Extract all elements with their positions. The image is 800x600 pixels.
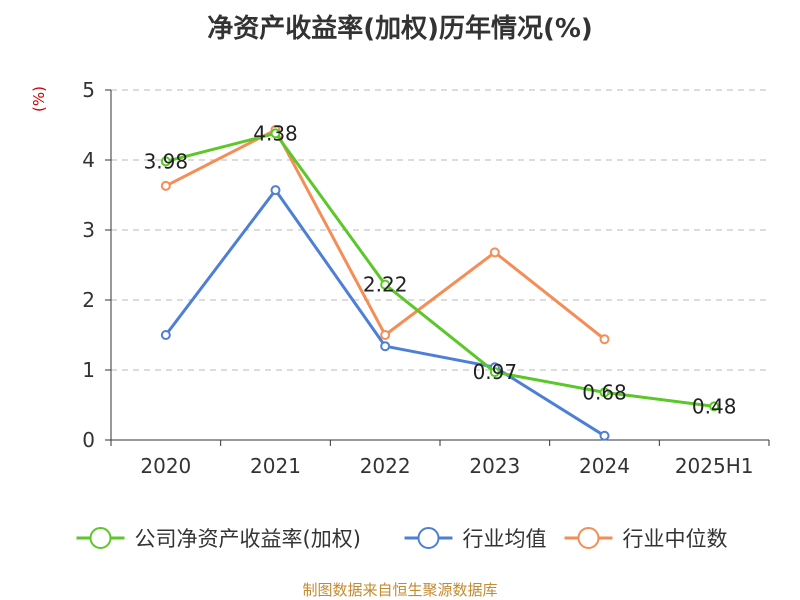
x-tick-label: 2021 xyxy=(250,454,301,478)
data-point xyxy=(599,387,610,398)
data-label: 0.68 xyxy=(582,380,627,404)
data-point xyxy=(270,128,281,139)
data-point xyxy=(599,334,610,345)
source-footer: 制图数据来自恒生聚源数据库 xyxy=(302,581,498,599)
chart-title: 净资产收益率(加权)历年情况(%) xyxy=(207,14,593,44)
series-line xyxy=(164,188,606,438)
data-point xyxy=(380,341,391,352)
y-tick-label: 1 xyxy=(82,358,95,382)
data-point xyxy=(709,401,720,412)
legend-swatch-marker xyxy=(417,527,440,549)
x-tick-label: 2024 xyxy=(579,454,630,478)
data-label: 0.97 xyxy=(473,360,518,384)
x-tick-label: 2020 xyxy=(140,454,191,478)
data-label: 2.22 xyxy=(363,273,408,297)
y-tick-label: 3 xyxy=(82,218,95,242)
data-point xyxy=(380,330,391,340)
data-point xyxy=(489,247,500,258)
legend[interactable]: 公司净资产收益率(加权) 行业均值 行业中位数 xyxy=(76,527,728,551)
data-point xyxy=(160,330,171,340)
series-line xyxy=(165,128,606,341)
legend-swatch-marker xyxy=(577,527,600,549)
data-label: 4.38 xyxy=(253,121,298,145)
legend-label: 行业中位数 xyxy=(623,527,728,551)
axes: 0 1 2 3 4 5 2020 2021 2022 2023 2024 2025H1 xyxy=(82,78,770,478)
data-point xyxy=(160,156,171,167)
x-tick-label: 2025H1 xyxy=(675,454,754,478)
data-label: 3.98 xyxy=(144,149,189,173)
y-tick-label: 5 xyxy=(82,78,95,102)
data-point xyxy=(270,185,281,196)
y-tick-label: 2 xyxy=(82,288,95,312)
data-label: 0.48 xyxy=(692,394,737,418)
legend-swatch-marker xyxy=(89,527,112,549)
legend-label: 行业均值 xyxy=(463,527,547,551)
legend-item[interactable]: 行业均值 xyxy=(404,527,547,551)
series-group xyxy=(160,124,720,441)
x-tick-label: 2023 xyxy=(469,454,520,478)
legend-label: 公司净资产收益率(加权) xyxy=(135,527,361,551)
data-labels: 3.98 4.38 2.22 0.97 0.68 0.48 xyxy=(144,121,737,418)
data-point xyxy=(489,367,500,378)
x-tick-label: 2022 xyxy=(360,454,411,478)
y-tick-label: 4 xyxy=(82,148,95,172)
data-point xyxy=(380,279,391,290)
y-tick-label: 0 xyxy=(82,428,95,452)
series-line xyxy=(165,131,715,408)
data-point xyxy=(599,430,610,441)
data-point xyxy=(160,180,171,191)
legend-item[interactable]: 行业中位数 xyxy=(564,527,728,551)
legend-item[interactable]: 公司净资产收益率(加权) xyxy=(76,527,361,551)
